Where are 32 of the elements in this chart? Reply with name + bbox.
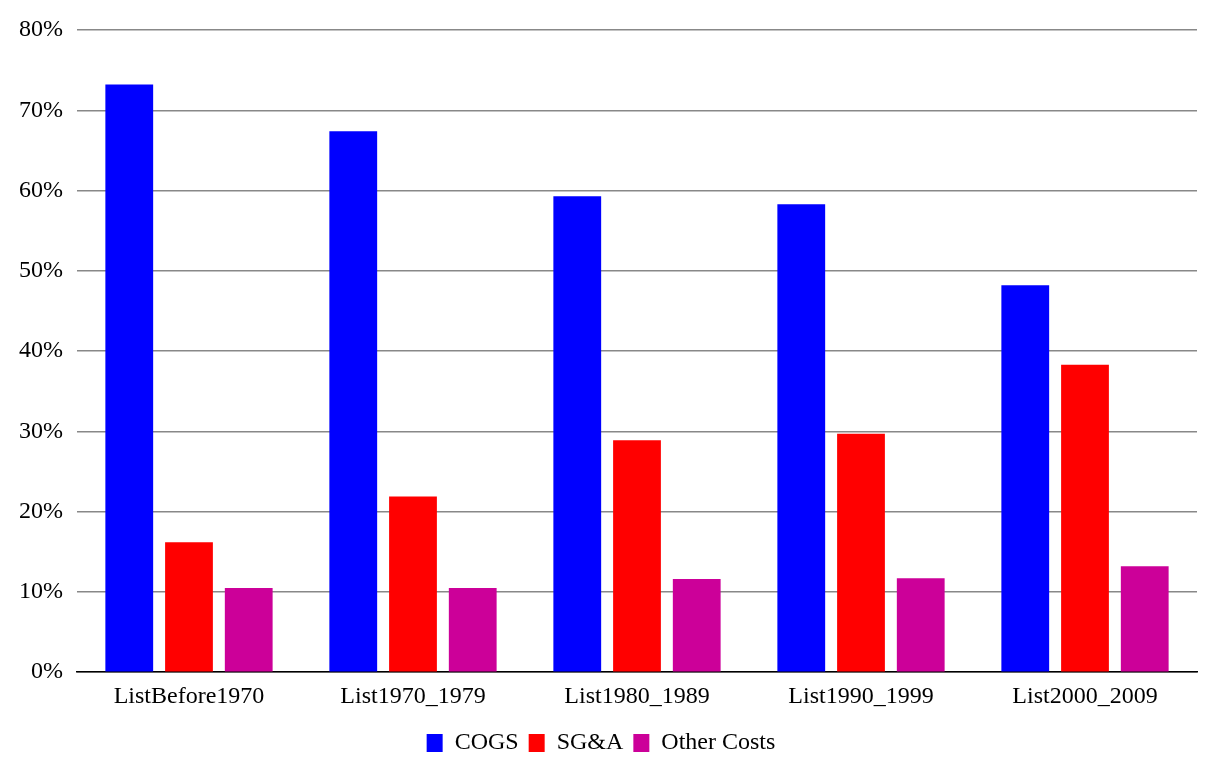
legend-label: COGS: [454, 728, 519, 755]
legend-label: Other Costs: [661, 728, 776, 755]
x-tick-label: List2000_2009: [1012, 681, 1158, 708]
bar: [896, 578, 945, 672]
y-tick-label: 30%: [18, 416, 63, 443]
y-tick-label: 70%: [18, 95, 63, 122]
bar: [1120, 566, 1169, 672]
x-tick-label: List1990_1999: [788, 681, 934, 708]
y-tick-label: 80%: [18, 15, 63, 42]
y-tick-label: 10%: [18, 577, 63, 604]
bar: [553, 196, 602, 672]
bar: [165, 542, 213, 672]
y-tick-label: 0%: [30, 657, 63, 684]
bar: [1061, 364, 1109, 672]
legend-label: SG&A: [556, 728, 625, 755]
y-tick-label: 40%: [18, 336, 63, 363]
x-tick-label: List1970_1979: [340, 681, 486, 708]
bar: [1001, 285, 1050, 672]
bar: [105, 84, 154, 672]
y-tick-label: 20%: [18, 496, 63, 523]
bar: [672, 579, 721, 672]
y-tick-label: 50%: [18, 256, 63, 283]
bar: [613, 440, 661, 672]
bar: [837, 433, 885, 672]
bar: [777, 204, 826, 672]
bar: [224, 587, 273, 672]
x-tick-label: List1980_1989: [564, 681, 710, 708]
y-tick-label: 60%: [18, 175, 63, 202]
bar: [389, 496, 437, 672]
bar: [329, 131, 378, 672]
bar: [448, 587, 497, 672]
x-tick-label: ListBefore1970: [113, 681, 265, 708]
